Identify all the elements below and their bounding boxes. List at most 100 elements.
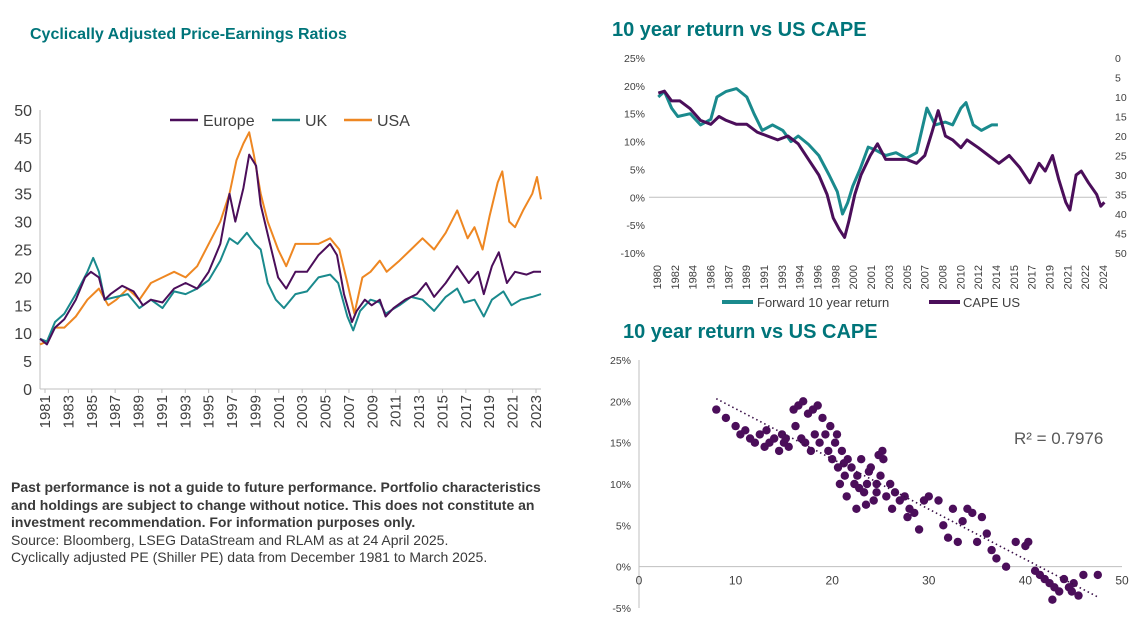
scatter-point [830,438,840,447]
scatter-point [762,426,771,435]
series-line-cape-us [657,89,1106,239]
scatter-point [774,446,784,456]
y-tick-label: 25 [14,243,32,260]
scatter-point [1067,587,1076,596]
x-tick-label: 2017 [458,395,475,428]
scatter-point [977,512,987,522]
scatter-point [857,455,866,464]
scatter-point [835,479,845,489]
scatter-point [887,504,897,513]
x-tick-label: 20 [826,574,840,588]
scatter-point [953,537,962,547]
scatter-point [864,467,874,476]
x-tick-label: 0 [636,574,643,588]
series-line-europe [39,153,541,346]
scatter-point [784,442,793,451]
x-tick-label: 1989 [741,265,753,289]
x-tick-label: 2005 [902,265,914,289]
x-tick-label: 1993 [777,265,789,289]
legend-label-usa: USA [377,113,410,130]
scatter-point [810,430,819,439]
series-line-uk [39,231,542,343]
x-tick-label: 2008 [937,265,949,289]
scatter-point [813,401,822,410]
x-tick-label: 1987 [107,395,124,428]
x-tick-label: 2019 [481,395,498,428]
x-tick-label: 2019 [1044,265,1056,289]
x-tick-label: 1985 [84,395,101,428]
x-tick-label: 1991 [154,395,171,428]
x-tick-label: 2009 [364,395,381,428]
scatter-point [878,446,887,456]
scatter-point [869,496,878,505]
y-left-tick-label: 5% [630,164,645,176]
y-tick-label: 20 [14,270,32,287]
x-tick-label: 1987 [723,265,735,289]
x-tick-label: 2011 [388,395,405,427]
x-tick-label: 2001 [866,265,878,289]
scatter-point [886,479,895,489]
scatter-point [910,508,919,518]
x-tick-label: 2021 [1062,265,1074,289]
scatter-point [842,492,851,501]
x-tick-label: 2023 [528,395,545,428]
scatter-point [958,517,967,526]
x-tick-label: 1982 [670,265,682,289]
scatter-point [839,459,848,468]
x-tick-label: 2000 [848,265,860,289]
x-tick-label: 1997 [224,395,241,428]
x-tick-label: 50 [1115,574,1129,588]
r-squared-annotation: R² = 0.7976 [1014,429,1103,448]
scatter-point [872,479,881,489]
series-line-usa [39,131,542,346]
scatter-point [890,488,900,497]
x-tick-label: 1994 [795,265,807,289]
y-right-tick-label: 30 [1115,170,1127,182]
scatter-point [1055,587,1064,596]
y-left-tick-label: 0% [630,192,645,204]
y-left-tick-label: 10% [624,137,645,149]
scatter-point [721,413,731,423]
scatter-point [806,446,816,456]
y-tick-label: 10 [14,326,32,343]
y-right-tick-label: 0 [1115,53,1121,65]
scatter-point [750,438,760,447]
scatter-point [840,471,849,480]
scatter-point [821,430,830,439]
x-tick-label: 2003 [294,395,311,428]
x-tick-label: 2015 [1009,265,1021,289]
scatter-point [972,537,982,547]
y-tick-label: 0% [616,562,631,574]
return-vs-cape-line-chart: 25% 20% 15% 10% 5% 0% -5% -10% 0 5 10 15 20 25 30 35 40 4… [620,53,1127,310]
scatter-point [853,471,862,480]
x-tick-label: 2012 [973,265,985,289]
y-tick-label: 5% [616,520,631,532]
scatter-point [712,405,721,414]
x-tick-label: 2003 [884,265,896,289]
x-tick-label: 1980 [652,265,664,289]
y-tick-label: 50 [14,103,32,120]
scatter-point [1074,591,1083,600]
x-tick-label: 1998 [830,265,842,289]
scatter-point [987,545,996,555]
x-tick-label: 2007 [920,265,932,289]
y-right-tick-label: 10 [1115,92,1127,104]
scatter-point [855,483,864,493]
x-tick-label: 2010 [955,265,967,289]
scatter-point [824,446,833,456]
y-right-tick-label: 40 [1115,209,1127,221]
y-tick-label: -5% [612,603,631,615]
scatter-point [948,504,958,513]
scatter-point [770,434,779,443]
legend-label-europe: Europe [203,113,255,130]
x-tick-label: 2017 [1027,265,1039,289]
scatter-point [876,471,885,480]
series-line-forward-return [657,87,998,216]
y-right-tick-label: 50 [1115,248,1127,260]
x-tick-label: 2014 [991,265,1003,289]
y-right-tick-label: 35 [1115,190,1127,202]
legend-label-uk: UK [305,113,328,130]
y-tick-label: 15 [14,298,32,315]
x-tick-label: 1995 [201,395,218,428]
scatter-point [968,508,977,518]
